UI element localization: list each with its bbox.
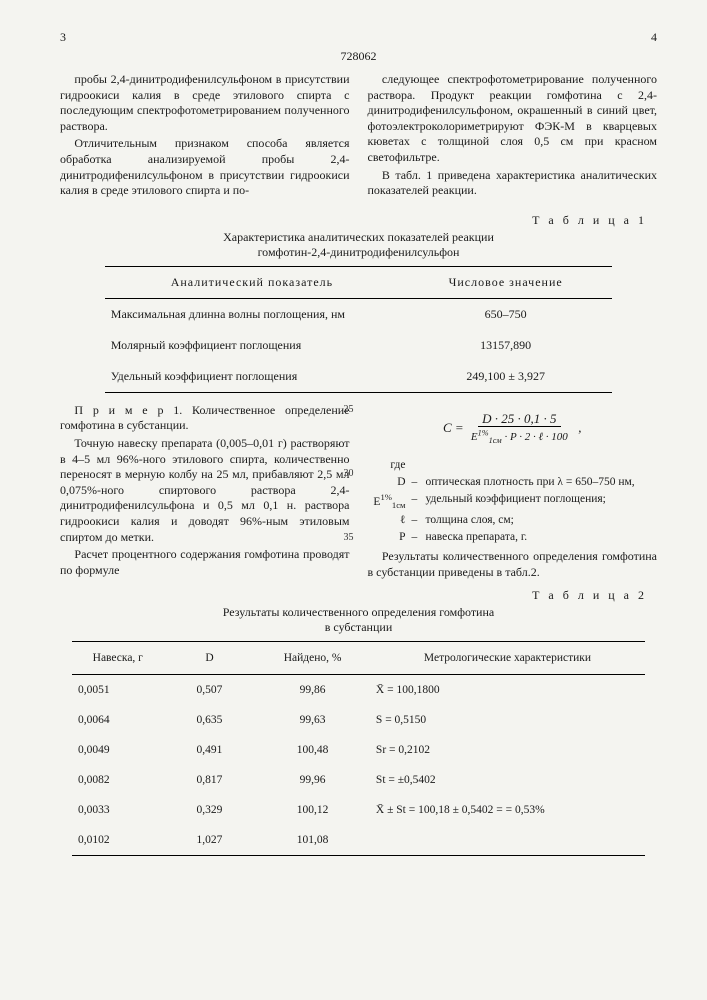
table2-cell: [370, 825, 645, 856]
table1-caption: Т а б л и ц а 1: [60, 213, 647, 228]
paragraph: пробы 2,4-динитродифенилсульфоном в прис…: [60, 72, 350, 134]
table1-head-left: Аналитический показатель: [105, 266, 399, 298]
def-sym: E1%1см: [368, 491, 412, 511]
table1-title-line2: гомфотин-2,4-динитродифенилсульфон: [258, 245, 460, 259]
table-row: Максимальная длинна волны поглощения, нм…: [105, 298, 612, 330]
where-block: где D–оптическая плотность при λ = 650–7…: [368, 457, 658, 546]
line-number: 30: [344, 467, 354, 480]
paragraph: Точную навеску препарата (0,005–0,01 г) …: [60, 436, 350, 545]
table2-caption: Т а б л и ц а 2: [60, 588, 647, 603]
table-row: 0,00510,50799,86X̄ = 100,1800: [72, 675, 645, 706]
table-row: 0,00330,329100,12X̄ ± St = 100,18 ± 0,54…: [72, 795, 645, 825]
paragraph: следующее спектрофотометрирование получе…: [368, 72, 658, 166]
paragraph: В табл. 1 приведена характеристика анали…: [368, 168, 658, 199]
table2-cell: 100,12: [255, 795, 370, 825]
table1-title-line1: Характеристика аналитических показателей…: [223, 230, 494, 244]
table2-cell: 0,329: [164, 795, 256, 825]
table2-title: Результаты количественного определения г…: [60, 605, 657, 635]
table2-cell: Sr = 0,2102: [370, 735, 645, 765]
top-left-column: пробы 2,4-динитродифенилсульфоном в прис…: [60, 72, 350, 201]
table-row: 0,00640,63599,63S = 0,5150: [72, 705, 645, 735]
table2-cell: St = ±0,5402: [370, 765, 645, 795]
table1-cell: Молярный коэффициент поглощения: [105, 330, 399, 361]
table2-cell: S = 0,5150: [370, 705, 645, 735]
table2-head: Навеска, г: [72, 642, 164, 675]
mid-right-column: C = D · 25 · 0,1 · 5 E1%1см · P · 2 · ℓ …: [368, 403, 658, 583]
col-num-left: 3: [60, 30, 66, 45]
table1-cell: 13157,890: [399, 330, 612, 361]
table-row: 0,01021,027101,08: [72, 825, 645, 856]
table2-head: Найдено, %: [255, 642, 370, 675]
table2-cell: 99,86: [255, 675, 370, 706]
table2-cell: 100,48: [255, 735, 370, 765]
table1-cell: 650–750: [399, 298, 612, 330]
table2-cell: 101,08: [255, 825, 370, 856]
table-row: Молярный коэффициент поглощения 13157,89…: [105, 330, 612, 361]
table2-title-line2: в субстанции: [325, 620, 393, 634]
paragraph: Расчет процентного содержания гомфотина …: [60, 547, 350, 578]
table2-cell: 0,817: [164, 765, 256, 795]
line-number: 35: [344, 531, 354, 544]
table-row: 0,00490,491100,48Sr = 0,2102: [72, 735, 645, 765]
def-desc: удельный коэффициент поглощения;: [426, 491, 658, 511]
top-text-columns: пробы 2,4-динитродифенилсульфоном в прис…: [60, 72, 657, 201]
table2-cell: 99,63: [255, 705, 370, 735]
table2-cell: 0,491: [164, 735, 256, 765]
col-num-right: 4: [651, 30, 657, 45]
table1-head-right: Числовое значение: [399, 266, 612, 298]
paragraph: Отличительным признаком способа является…: [60, 136, 350, 198]
line-number: 25: [344, 403, 354, 416]
table2-cell: X̄ ± St = 100,18 ± 0,5402 = = 0,53%: [370, 795, 645, 825]
document-number: 728062: [60, 49, 657, 64]
def-sym: P: [368, 529, 412, 545]
formula: C = D · 25 · 0,1 · 5 E1%1см · P · 2 · ℓ …: [368, 411, 658, 447]
table1-cell: Удельный коэффициент поглощения: [105, 361, 399, 393]
def-sym: D: [368, 474, 412, 490]
table1: Аналитический показатель Числовое значен…: [105, 266, 612, 393]
table2-head: D: [164, 642, 256, 675]
table1-title: Характеристика аналитических показателей…: [60, 230, 657, 260]
def-desc: оптическая плотность при λ = 650–750 нм,: [426, 474, 658, 490]
table1-cell: Максимальная длинна волны поглощения, нм: [105, 298, 399, 330]
table2-cell: 1,027: [164, 825, 256, 856]
where-label: где: [368, 457, 412, 473]
example-title: П р и м е р 1. Количественное определени…: [60, 403, 350, 434]
mid-left-column: 25 30 35 П р и м е р 1. Количественное о…: [60, 403, 350, 583]
table2-cell: 99,96: [255, 765, 370, 795]
table-row: 0,00820,81799,96St = ±0,5402: [72, 765, 645, 795]
table2-cell: 0,0051: [72, 675, 164, 706]
table2-cell: X̄ = 100,1800: [370, 675, 645, 706]
table2-cell: 0,0049: [72, 735, 164, 765]
table-row: Удельный коэффициент поглощения 249,100 …: [105, 361, 612, 393]
column-numbers: 3 4: [60, 30, 657, 45]
top-right-column: следующее спектрофотометрирование получе…: [368, 72, 658, 201]
table2-cell: 0,635: [164, 705, 256, 735]
table2-cell: 0,0082: [72, 765, 164, 795]
def-desc: навеска препарата, г.: [426, 529, 658, 545]
table2-cell: 0,0064: [72, 705, 164, 735]
paragraph: Результаты количественного определения г…: [368, 549, 658, 580]
def-sym: ℓ: [368, 512, 412, 528]
formula-numerator: D · 25 · 0,1 · 5: [478, 411, 560, 427]
def-desc: толщина слоя, см;: [426, 512, 658, 528]
formula-denominator: E1%1см · P · 2 · ℓ · 100: [467, 431, 572, 443]
table2-title-line1: Результаты количественного определения г…: [223, 605, 494, 619]
table2-cell: 0,0102: [72, 825, 164, 856]
table2-head: Метрологические характеристики: [370, 642, 645, 675]
table2: Навеска, г D Найдено, % Метрологические …: [72, 641, 645, 856]
table2-cell: 0,507: [164, 675, 256, 706]
table1-cell: 249,100 ± 3,927: [399, 361, 612, 393]
middle-text-columns: 25 30 35 П р и м е р 1. Количественное о…: [60, 403, 657, 583]
table2-cell: 0,0033: [72, 795, 164, 825]
patent-page: 3 4 728062 пробы 2,4-динитродифенилсульф…: [0, 0, 707, 886]
